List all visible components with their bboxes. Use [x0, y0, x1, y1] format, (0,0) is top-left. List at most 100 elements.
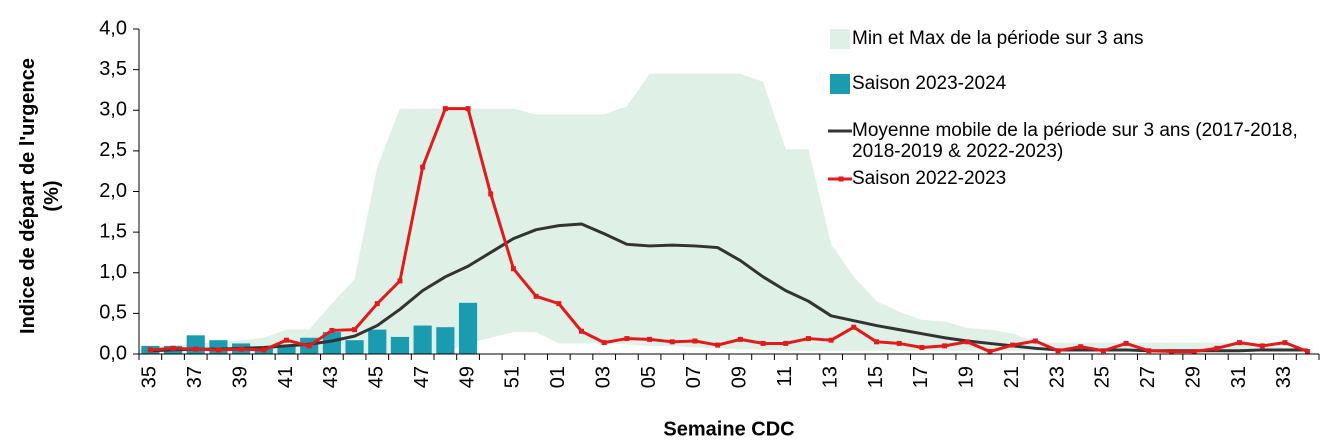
marker — [805, 336, 811, 342]
swatch — [830, 29, 850, 49]
marker — [261, 347, 267, 353]
legend-swatch — [828, 129, 852, 133]
x-tick-label: 23 — [1046, 366, 1068, 388]
x-tick-label: 31 — [1228, 366, 1250, 388]
y-tick-label: 0,5 — [99, 302, 127, 324]
x-tick-label: 19 — [956, 366, 978, 388]
marker — [238, 346, 244, 352]
marker — [420, 164, 426, 170]
marker — [488, 191, 494, 197]
x-tick-label: 27 — [1137, 366, 1159, 388]
legend-swatch — [828, 176, 852, 182]
bar — [322, 332, 341, 354]
marker — [737, 336, 743, 342]
y-tick-label: 0,0 — [99, 342, 127, 364]
x-tick-label: 05 — [638, 366, 660, 388]
marker — [1305, 349, 1311, 355]
x-tick-label: 15 — [865, 366, 887, 388]
marker — [874, 339, 879, 345]
x-axis-title: Semaine CDC — [663, 418, 794, 440]
marker — [919, 345, 925, 350]
marker — [624, 336, 630, 342]
y-tick-label: 1,5 — [99, 220, 127, 242]
marker — [465, 106, 471, 112]
y-tick-label: 3,5 — [99, 58, 127, 80]
x-tick-label: 35 — [139, 366, 161, 388]
marker — [896, 340, 902, 346]
marker — [284, 337, 289, 343]
marker — [1237, 340, 1243, 346]
bar — [390, 336, 410, 354]
x-tick-label: 13 — [819, 366, 841, 388]
marker — [1146, 348, 1152, 354]
marker — [374, 301, 380, 307]
legend-item: Saison 2022-2023 — [790, 168, 1322, 190]
marker — [1032, 338, 1038, 344]
marker — [1055, 348, 1061, 354]
legend-item: Saison 2023-2024 — [790, 73, 1322, 95]
marker — [306, 343, 312, 349]
marker — [851, 324, 857, 330]
x-tick-label: 01 — [547, 366, 569, 388]
x-tick-label: 17 — [910, 366, 932, 388]
marker — [533, 293, 539, 299]
x-tick-label: 39 — [229, 366, 251, 388]
marker — [1010, 342, 1016, 348]
marker — [579, 328, 584, 334]
marker — [1169, 349, 1174, 355]
marker — [397, 278, 403, 284]
line-layer — [147, 106, 1311, 355]
marker — [647, 336, 653, 342]
bar — [413, 325, 432, 354]
marker — [1282, 340, 1288, 346]
marker — [1259, 343, 1265, 349]
x-tick-label: 51 — [502, 366, 524, 388]
legend-item: Min et Max de la période sur 3 ans — [790, 28, 1322, 50]
x-tick-label: 29 — [1182, 366, 1204, 388]
line — [150, 222, 1308, 353]
marker — [715, 342, 721, 348]
x-tick-label: 43 — [320, 366, 342, 388]
marker — [1123, 340, 1129, 346]
marker — [556, 301, 562, 307]
marker — [442, 106, 448, 112]
marker — [828, 337, 834, 343]
marker — [352, 327, 358, 333]
x-tick-label: 49 — [456, 366, 478, 388]
legend-swatch — [830, 29, 850, 49]
swatch — [830, 74, 850, 94]
x-tick-label: 11 — [774, 366, 796, 387]
marker — [987, 349, 993, 355]
legend-label: Min et Max de la période sur 3 ans — [852, 28, 1144, 49]
legend-label: Saison 2023-2024 — [852, 73, 1007, 94]
legend-label: Moyenne mobile de la période sur 3 ans (… — [852, 120, 1298, 162]
marker — [329, 327, 335, 333]
marker — [964, 339, 970, 345]
x-tick-label: 33 — [1273, 366, 1295, 388]
band-layer — [150, 73, 1308, 353]
legend-label: Saison 2022-2023 — [852, 168, 1007, 189]
x-tick-label: 41 — [275, 366, 297, 388]
y-tick-label: 1,0 — [99, 261, 127, 283]
marker — [193, 346, 199, 352]
marker — [669, 339, 675, 345]
bar — [458, 302, 478, 354]
bar — [277, 345, 296, 354]
line — [150, 107, 1309, 354]
marker — [692, 338, 698, 344]
marker — [942, 343, 948, 349]
x-tick-label: 09 — [729, 366, 751, 388]
y-tick-label: 3,0 — [99, 99, 127, 121]
marker — [1191, 349, 1197, 355]
bar — [368, 329, 387, 354]
legend-swatch — [830, 74, 850, 94]
x-tick-label: 03 — [592, 366, 614, 388]
marker — [601, 340, 607, 346]
y-tick-label: 2,0 — [99, 180, 127, 202]
x-tick-label: 37 — [184, 366, 206, 388]
y-tick-label: 2,5 — [99, 139, 127, 161]
marker — [215, 347, 221, 353]
marker — [510, 266, 516, 272]
